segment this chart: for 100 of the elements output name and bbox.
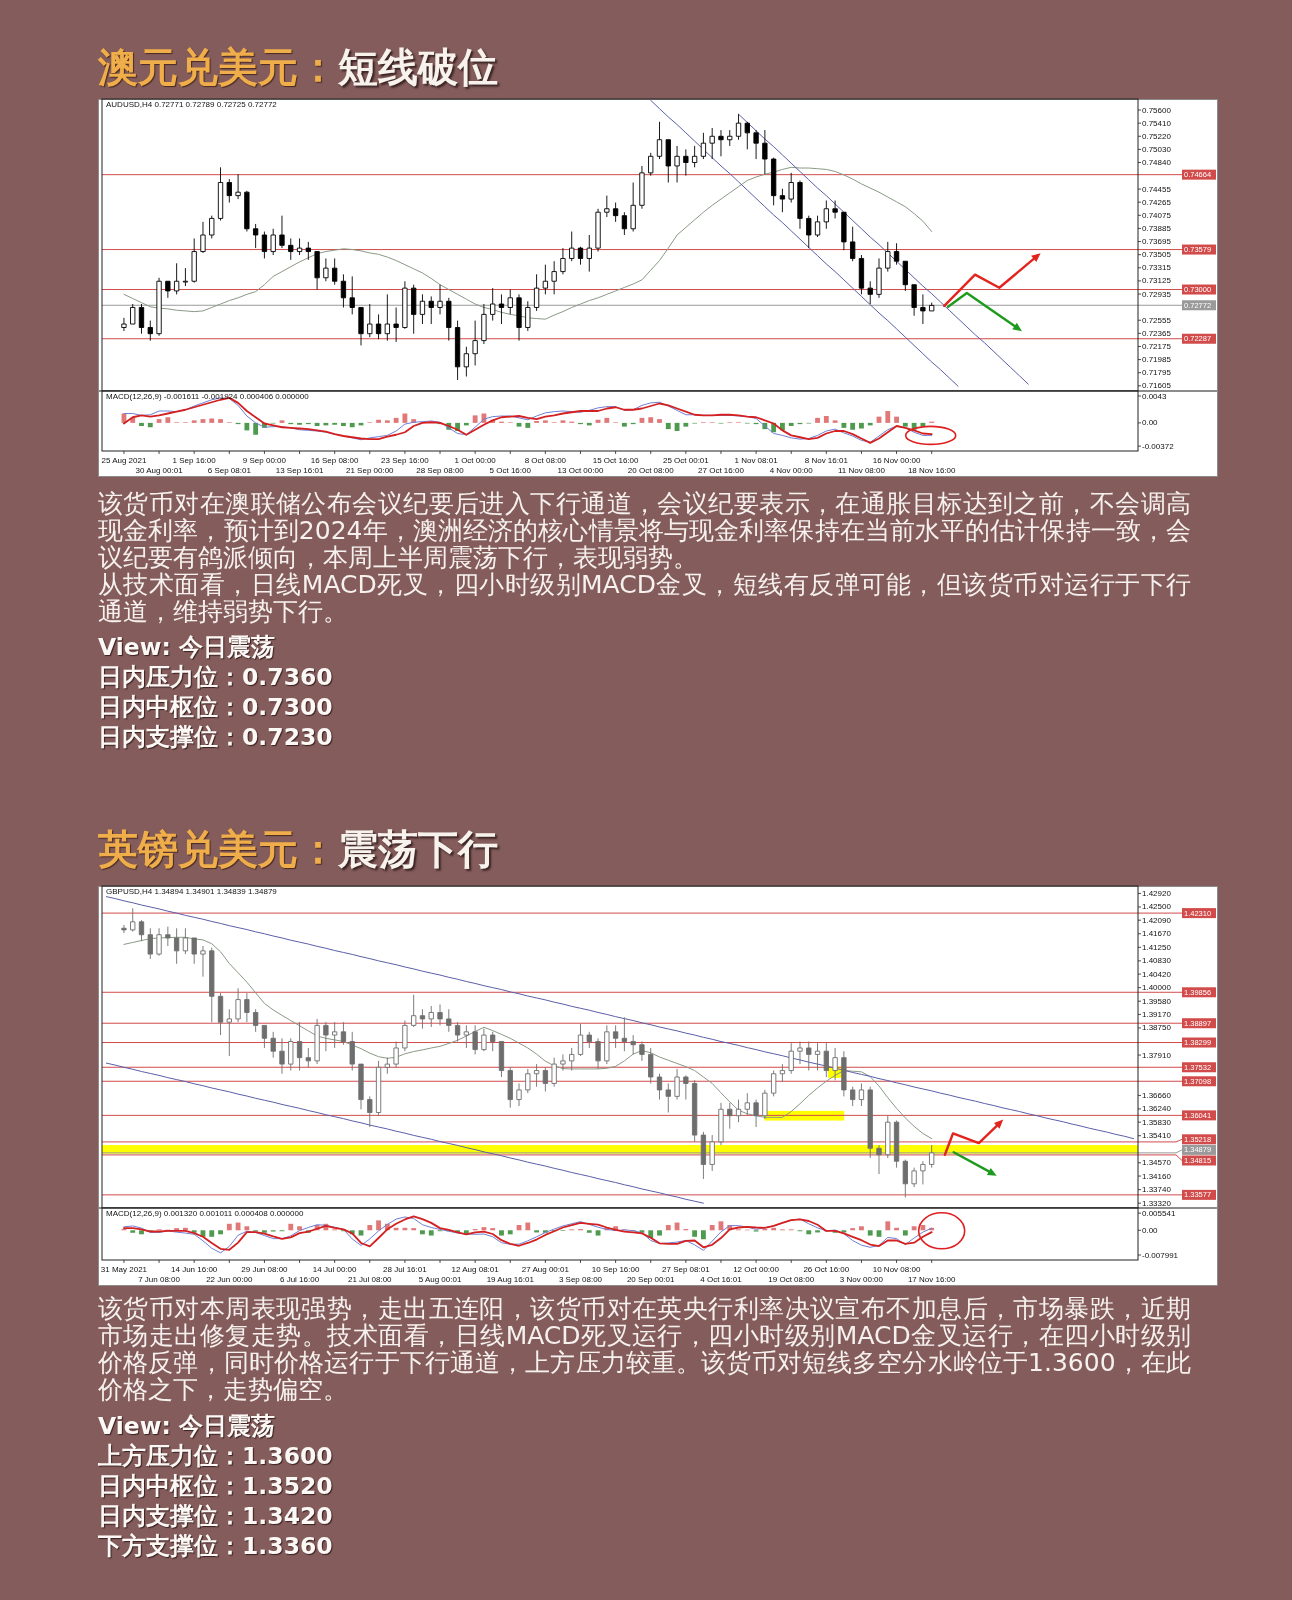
y-tick-label: 1.42920: [1142, 888, 1172, 898]
x-tick-label: 27 Sep 08:01: [662, 1264, 711, 1274]
text: 日内支撑位：0.7230: [98, 722, 334, 752]
y-tick-label: 1.42090: [1142, 915, 1172, 925]
x-tick-label: 23 Sep 16:00: [381, 455, 430, 465]
y-tick-label: 0.72365: [1142, 328, 1172, 338]
text: 从技术面看，日线MACD死叉，四小时级别MACD金叉，短线有反弹可能，但该货币对运行于下行通道，维持弱势下行。: [98, 569, 1191, 626]
x-tick-label: 19 Oct 08:00: [768, 1274, 815, 1284]
y-tick-label: 0.005541: [1142, 1208, 1176, 1218]
x-tick-label: 28 Jul 16:01: [383, 1264, 428, 1274]
y-tick-label: 1.35410: [1142, 1131, 1172, 1141]
text: View: 今日震荡: [98, 632, 277, 662]
y-tick-label: 1.40830: [1142, 956, 1172, 966]
y-tick-label: 1.36240: [1142, 1104, 1172, 1114]
text: 上方压力位：1.3600: [98, 1441, 334, 1471]
y-tick-label: 1.39580: [1142, 996, 1172, 1006]
x-tick-label: 16 Nov 00:00: [872, 455, 921, 465]
y-tick-label: 1.34160: [1142, 1171, 1172, 1181]
y-tick-label: 1.36660: [1142, 1090, 1172, 1100]
y-tick-label: 1.40000: [1142, 983, 1172, 993]
y-tick-label: 0.75220: [1142, 131, 1172, 141]
y-tick-label: 0.72555: [1142, 315, 1172, 325]
x-tick-label: 1 Nov 08:01: [734, 455, 779, 465]
x-tick-label: 13 Sep 16:01: [275, 465, 324, 475]
x-tick-label: 1 Oct 00:00: [454, 455, 497, 465]
chart-subtitle: MACD(12,26,9) -0.001611 -0.001924 0.000406 0.000000: [106, 392, 310, 401]
text: 日内压力位：0.7360: [98, 662, 334, 692]
x-tick-label: 6 Jul 16:00: [279, 1274, 320, 1284]
x-tick-label: 10 Nov 08:00: [872, 1264, 921, 1274]
x-tick-label: 17 Nov 16:00: [907, 1274, 957, 1284]
x-tick-label: 1 Sep 16:00: [172, 455, 217, 465]
x-tick-label: 27 Oct 16:00: [698, 465, 745, 475]
y-tick-label: 0.75410: [1142, 118, 1172, 128]
y-tick-label: 0.73505: [1142, 250, 1172, 260]
x-tick-label: 25 Aug 2021: [101, 455, 147, 465]
y-tick-label: 1.34570: [1142, 1158, 1172, 1168]
y-tick-label: 1.41250: [1142, 942, 1172, 952]
x-tick-label: 26 Oct 16:00: [803, 1264, 850, 1274]
x-tick-label: 7 Jun 08:00: [138, 1274, 181, 1284]
x-tick-label: 20 Oct 08:00: [627, 465, 675, 475]
chart-subtitle: AUDUSD,H4 0.72771 0.72789 0.72725 0.72772: [106, 100, 278, 109]
y-tick-label: 1.41670: [1142, 929, 1172, 939]
x-tick-label: 13 Oct 00:00: [557, 465, 604, 475]
y-tick-label: 0.73885: [1142, 223, 1172, 233]
y-tick-label: 1.38750: [1142, 1023, 1172, 1033]
y-tick-label: 0.74265: [1142, 197, 1172, 207]
y-tick-label: 1.39170: [1142, 1009, 1172, 1019]
x-tick-label: 6 Sep 08:01: [207, 465, 252, 475]
text: View: 今日震荡: [98, 1411, 277, 1441]
x-tick-label: 22 Jun 00:00: [206, 1274, 253, 1284]
x-tick-label: 29 Jun 08:00: [241, 1264, 289, 1274]
x-tick-label: 21 Sep 00:00: [345, 465, 395, 475]
text: 日内中枢位：0.7300: [98, 692, 334, 722]
y-tick-label: 0.0043: [1142, 391, 1168, 401]
x-tick-label: 9 Sep 00:00: [242, 455, 287, 465]
x-tick-label: 4 Oct 16:01: [700, 1274, 743, 1284]
x-tick-label: 4 Nov 00:00: [769, 465, 814, 475]
x-tick-label: 11 Nov 08:00: [837, 465, 886, 475]
y-tick-label: 1.42500: [1142, 902, 1172, 912]
x-tick-label: 14 Jun 16:00: [171, 1264, 218, 1274]
x-tick-label: 31 May 2021: [100, 1264, 148, 1274]
x-tick-label: 28 Sep 08:00: [416, 465, 465, 475]
y-tick-label: 1.37910: [1142, 1050, 1172, 1060]
x-tick-label: 10 Sep 16:00: [591, 1264, 640, 1274]
x-tick-label: 5 Aug 00:01: [418, 1274, 462, 1284]
text: 该货币对本周表现强势，走出五连阳，该货币对在英央行利率决议宣布不加息后，市场暴跌，近期市场走出修复走势。技术面看，日线MACD死叉运行，四小时级别MACD金叉运行，在四小时级别价格反弹，同时价格运行于下行通道，上方压力较重。该货币对短线多空分水岭位于1.3600，在此价格之下，走势偏空。: [98, 1293, 1191, 1404]
x-tick-label: 8 Oct 08:00: [524, 455, 567, 465]
y-tick-label: 0.73125: [1142, 276, 1172, 286]
chart-title: 澳元兑美元：短线破位: [98, 44, 498, 90]
y-tick-label: 0.75030: [1142, 144, 1172, 154]
y-tick-label: 1.33320: [1142, 1198, 1172, 1208]
x-tick-label: 18 Nov 16:00: [907, 465, 957, 475]
x-tick-label: 12 Aug 08:01: [451, 1264, 500, 1274]
chart-subtitle: GBPUSD,H4 1.34894 1.34901 1.34839 1.34879: [106, 887, 278, 896]
y-tick-label: 0.71985: [1142, 355, 1172, 365]
x-tick-label: 8 Nov 16:01: [804, 455, 849, 465]
y-tick-label: 0.74075: [1142, 210, 1172, 220]
y-tick-label: -0.007991: [1142, 1250, 1179, 1260]
y-tick-label: 0.74455: [1142, 184, 1172, 194]
x-tick-label: 30 Aug 00:01: [135, 465, 184, 475]
x-tick-label: 12 Oct 00:00: [733, 1264, 780, 1274]
x-tick-label: 27 Aug 00:01: [521, 1264, 570, 1274]
x-tick-label: 3 Sep 08:00: [558, 1274, 603, 1284]
chart-subtitle: MACD(12,26,9) 0.001320 0.001011 0.000408 0.000000: [106, 1209, 304, 1218]
y-tick-label: 0.00: [1142, 1225, 1159, 1235]
text: 日内中枢位：1.3520: [98, 1471, 334, 1501]
x-tick-label: 20 Sep 00:01: [626, 1274, 676, 1284]
x-tick-label: 15 Oct 16:00: [592, 455, 640, 465]
x-tick-label: 19 Aug 16:01: [486, 1274, 535, 1284]
text: 该货币对在澳联储公布会议纪要后进入下行通道，会议纪要表示，在通胀目标达到之前，不会调高现金利率，预计到2024年，澳洲经济的核心情景将与现金利率保持在当前水平的估计保持一致，会议纪要有鸽派倾向，本周上半周震荡下行，表现弱势。: [98, 488, 1191, 572]
text: 下方支撑位：1.3360: [98, 1531, 334, 1561]
y-tick-label: 1.35830: [1142, 1117, 1172, 1127]
x-tick-label: 5 Oct 16:00: [489, 465, 532, 475]
y-tick-label: 0.72175: [1142, 341, 1172, 351]
y-tick-label: 0.72935: [1142, 289, 1172, 299]
y-tick-label: 0.00: [1142, 418, 1159, 428]
x-tick-label: 25 Oct 00:01: [662, 455, 710, 465]
y-tick-label: 0.75600: [1142, 105, 1172, 115]
y-tick-label: 0.74840: [1142, 158, 1172, 168]
y-tick-label: 1.40420: [1142, 969, 1172, 979]
